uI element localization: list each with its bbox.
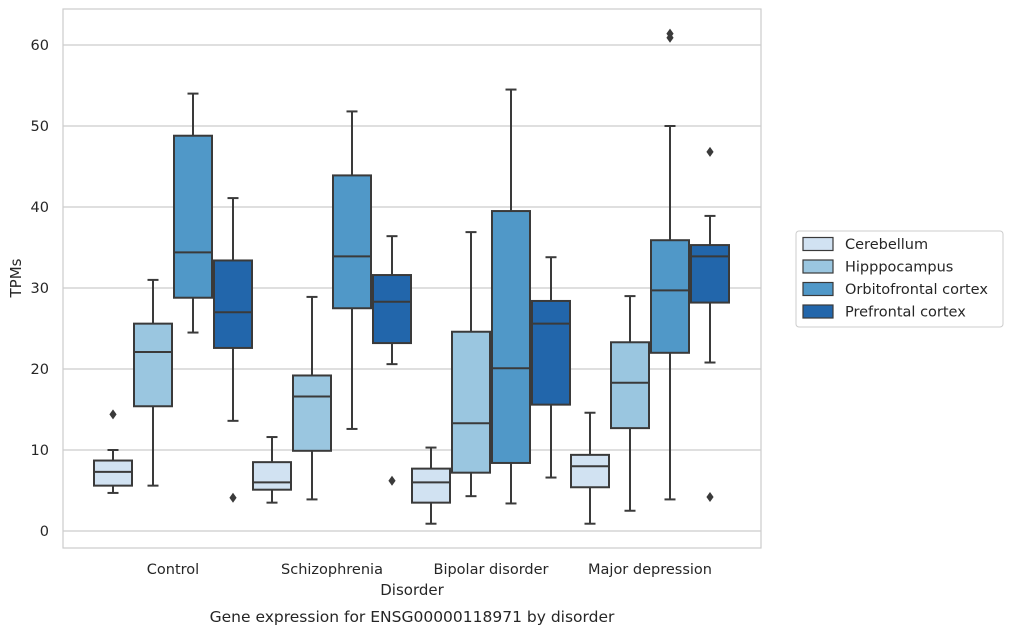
x-tick-labels: Control Schizophrenia Bipolar disorder Majo… (147, 562, 712, 578)
box-orbitofrontal-cortex (491, 88, 531, 505)
legend-swatch (802, 236, 834, 252)
legend: Cerebellum Hipppocampus Orbitofrontal cort… (795, 230, 1004, 328)
y-tick-label: 50 (31, 119, 49, 135)
outlier-point (229, 492, 237, 503)
x-tick-label: Bipolar disorder (434, 562, 549, 578)
chart-caption: Gene expression for ENSG00000118971 by d… (210, 608, 615, 626)
legend-entry-label: Prefrontal cortex (845, 305, 966, 321)
x-tick-label: Control (147, 562, 199, 578)
box-iqr (491, 210, 531, 464)
box-iqr (252, 461, 292, 491)
legend-entry-label: Cerebellum (845, 237, 928, 253)
x-tick-label: Schizophrenia (281, 562, 383, 578)
box-cerebellum (93, 409, 133, 494)
box-iqr (292, 374, 332, 452)
box-iqr (213, 259, 253, 349)
plot-area-frame (62, 8, 762, 549)
legend-entry-label: Orbitofrontal cortex (845, 282, 988, 298)
box-iqr (650, 239, 690, 354)
box-orbitofrontal-cortex (650, 28, 690, 501)
legend-swatch (802, 281, 834, 297)
box-iqr (570, 453, 610, 489)
box-prefrontal-cortex (531, 256, 571, 479)
x-tick-label: Major depression (588, 562, 712, 578)
y-tick-label: 0 (40, 524, 49, 540)
y-tick-label: 30 (31, 281, 49, 297)
box-prefrontal-cortex (372, 235, 412, 486)
box-orbitofrontal-cortex (173, 92, 213, 334)
legend-swatch (802, 304, 834, 319)
box-cerebellum (252, 436, 292, 504)
box-iqr (531, 299, 571, 406)
y-tick-label: 60 (31, 38, 49, 54)
outlier-point (666, 28, 674, 39)
box-hipppocampus (133, 278, 173, 487)
box-prefrontal-cortex (690, 146, 730, 502)
box-iqr (173, 134, 213, 299)
outlier-point (706, 491, 714, 502)
box-iqr (133, 322, 173, 408)
box-hipppocampus (610, 295, 650, 512)
box-iqr (411, 467, 451, 504)
x-axis-label: Disorder (380, 581, 444, 599)
box-cerebellum (570, 411, 610, 525)
box-prefrontal-cortex (213, 197, 253, 503)
box-cerebellum (411, 446, 451, 525)
legend-frame (795, 230, 1004, 328)
box-iqr (451, 330, 491, 474)
outlier-point (706, 146, 714, 157)
y-tick-label: 10 (31, 443, 49, 459)
box-iqr (372, 274, 412, 345)
legend-entry-label: Hipppocampus (845, 260, 953, 276)
boxes-layer (93, 28, 730, 525)
box-iqr (690, 244, 730, 304)
box-iqr (332, 174, 372, 310)
box-iqr (610, 341, 650, 430)
y-tick-labels: 0 10 20 30 40 50 60 (31, 38, 49, 540)
box-orbitofrontal-cortex (332, 110, 372, 430)
box-hipppocampus (292, 295, 332, 501)
outlier-point (109, 409, 117, 420)
box-hipppocampus (451, 231, 491, 498)
legend-swatch (802, 259, 834, 274)
box-iqr (93, 459, 133, 487)
outlier-point (388, 475, 396, 486)
y-tick-label: 40 (31, 200, 49, 216)
y-tick-label: 20 (31, 362, 49, 378)
y-axis-label: TPMs (7, 258, 25, 298)
